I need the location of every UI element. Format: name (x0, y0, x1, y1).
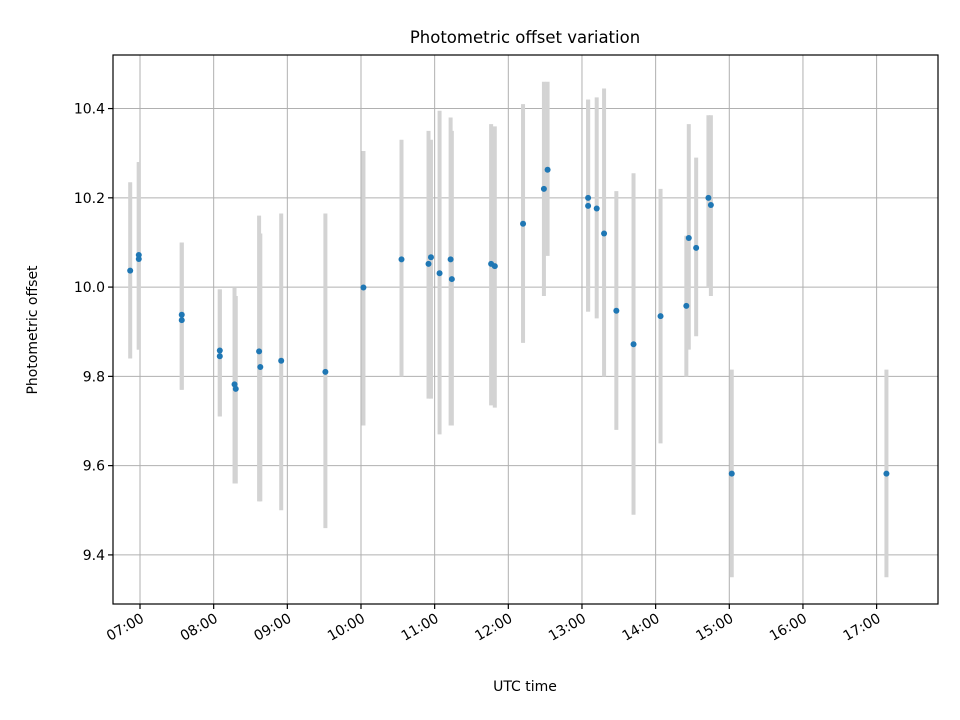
data-point (585, 194, 592, 201)
y-axis-label: Photometric offset (25, 265, 41, 395)
data-point (728, 470, 735, 477)
x-tick-label: 15:00 (693, 611, 736, 645)
data-point (707, 201, 714, 208)
data-point (520, 220, 527, 227)
data-point (540, 185, 547, 192)
y-tick-label: 10.0 (74, 280, 105, 296)
data-point (216, 353, 223, 360)
data-point (427, 254, 434, 261)
data-point (278, 357, 285, 364)
data-point (657, 313, 664, 320)
data-point (360, 284, 367, 291)
data-point (398, 256, 405, 263)
data-point (135, 255, 142, 262)
data-point (544, 166, 551, 173)
x-tick-label: 17:00 (841, 611, 884, 645)
chart-title: Photometric offset variation (410, 28, 640, 47)
data-point (257, 363, 264, 370)
data-point (216, 347, 223, 354)
data-point (178, 317, 185, 324)
data-point (447, 256, 454, 263)
x-tick-label: 16:00 (767, 611, 810, 645)
data-point (693, 244, 700, 251)
x-axis-label: UTC time (493, 679, 557, 695)
data-point (425, 260, 432, 267)
y-tick-label: 9.8 (83, 369, 105, 385)
x-tick-label: 08:00 (178, 611, 221, 645)
x-tick-label: 07:00 (104, 611, 147, 645)
data-point (232, 385, 239, 392)
data-points (127, 166, 890, 477)
data-point (585, 202, 592, 209)
data-point (883, 470, 890, 477)
data-point (256, 348, 263, 355)
axis-ticks: 07:00 08:00 09:00 10:00 11:00 12:00 13:00 14:00… (74, 102, 884, 645)
data-point (322, 368, 329, 375)
data-point (601, 230, 608, 237)
x-tick-label: 10:00 (325, 611, 368, 645)
grid-lines (113, 55, 938, 604)
data-point (705, 194, 712, 201)
data-point (178, 311, 185, 318)
data-point (630, 341, 637, 348)
data-point (613, 307, 620, 314)
y-tick-label: 10.4 (74, 102, 105, 118)
x-tick-label: 11:00 (399, 611, 442, 645)
y-tick-label: 9.4 (83, 548, 105, 564)
x-tick-label: 13:00 (546, 611, 589, 645)
data-point (127, 267, 134, 274)
y-tick-label: 9.6 (83, 459, 105, 475)
data-point (683, 302, 690, 309)
data-point (436, 270, 443, 277)
plot-frame (112, 54, 939, 605)
x-tick-label: 14:00 (620, 611, 663, 645)
x-tick-label: 12:00 (472, 611, 515, 645)
x-tick-label: 09:00 (251, 611, 294, 645)
data-point (491, 263, 498, 270)
y-tick-label: 10.2 (74, 191, 105, 207)
data-point (593, 205, 600, 212)
data-point (448, 276, 455, 283)
data-point (685, 235, 692, 241)
